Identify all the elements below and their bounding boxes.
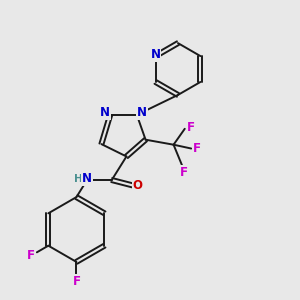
- Text: N: N: [100, 106, 110, 119]
- Text: F: F: [27, 249, 35, 262]
- Text: F: F: [193, 142, 201, 155]
- Text: F: F: [180, 166, 188, 179]
- Text: N: N: [82, 172, 92, 185]
- Text: N: N: [151, 48, 160, 61]
- Text: N: N: [137, 106, 147, 119]
- Text: O: O: [133, 179, 142, 192]
- Text: H: H: [74, 174, 83, 184]
- Text: F: F: [72, 275, 80, 288]
- Text: F: F: [187, 121, 195, 134]
